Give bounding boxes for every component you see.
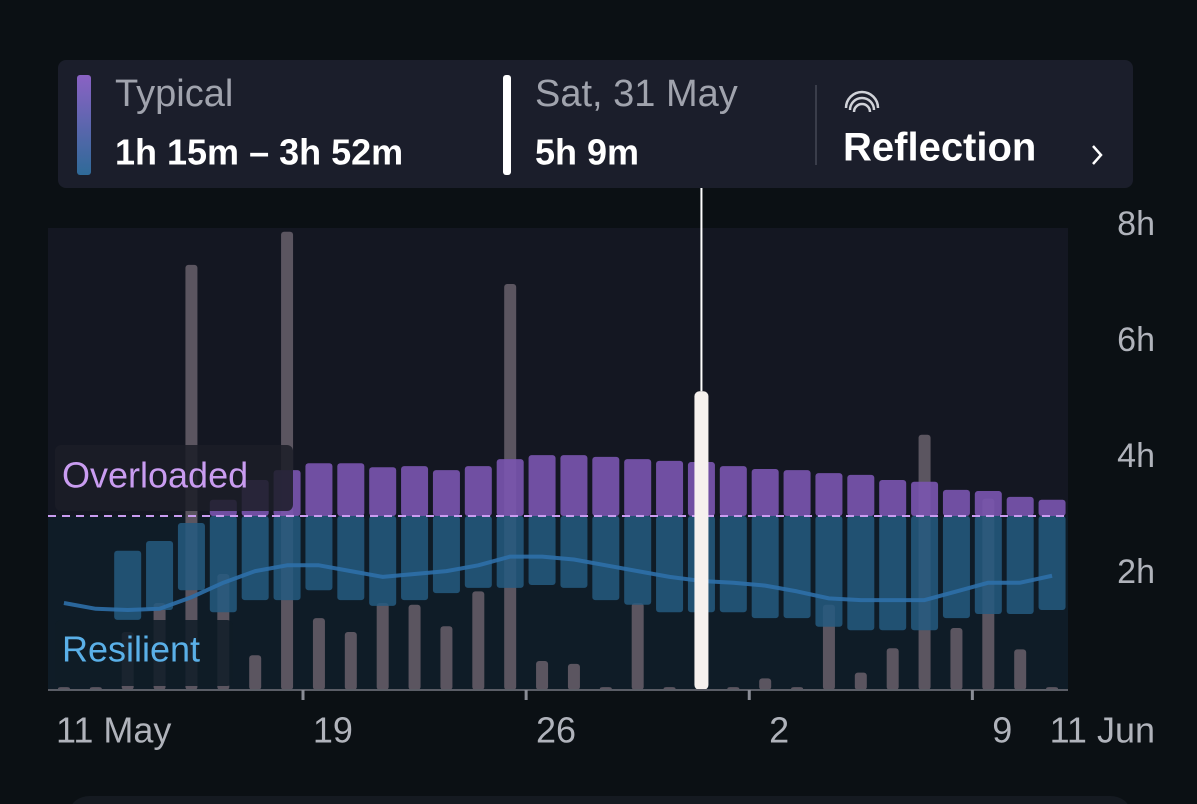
range-upper (1006, 496, 1034, 516)
range-lower (241, 516, 269, 601)
chevron[interactable] (1092, 145, 1103, 165)
daily-bar (472, 591, 485, 690)
range-lower (177, 522, 205, 591)
daily-bar (567, 663, 580, 690)
range-lower (560, 516, 588, 588)
selected-value: 5h 9m (535, 132, 639, 173)
zone-label: Resilient (62, 629, 200, 670)
daily-bar (408, 604, 421, 690)
range-lower (751, 516, 779, 619)
range-upper (783, 470, 811, 516)
zone-label-box (55, 620, 233, 686)
range-upper (751, 469, 779, 516)
y-tick-label: 4h (1117, 437, 1155, 475)
selected-swatch (503, 75, 511, 175)
x-tick-label: 11 Jun (1050, 710, 1155, 751)
range-lower (432, 516, 460, 594)
range-lower (879, 516, 907, 631)
range-lower (592, 516, 620, 601)
x-tick-label: 19 (313, 710, 353, 751)
daily-bar (536, 661, 549, 690)
reflection-icon (844, 90, 880, 113)
range-lower (496, 516, 524, 588)
range-upper (337, 463, 365, 516)
range-upper (719, 466, 747, 516)
zone-label: Overloaded (62, 455, 248, 496)
daily-bar (886, 648, 899, 690)
range-lower (369, 516, 397, 606)
y-tick-label: 6h (1117, 321, 1155, 359)
zone-label-box (55, 445, 293, 511)
selected-date: Sat, 31 May (535, 73, 738, 115)
range-lower (1006, 516, 1034, 615)
daily-bar (344, 632, 357, 690)
range-lower (815, 516, 843, 627)
range-upper (496, 459, 524, 516)
daily-bar (312, 618, 325, 690)
daily-bar (1014, 649, 1027, 690)
reflection-link[interactable]: Reflection (843, 126, 1036, 170)
range-upper (974, 491, 1002, 516)
range-upper (528, 455, 556, 516)
x-tick-label: 9 (992, 710, 1012, 751)
range-lower (209, 516, 237, 613)
range-lower (656, 516, 684, 613)
summary-range: 1h 15m – 3h 52m (115, 132, 403, 173)
x-tick-label: 2 (769, 710, 789, 751)
trend-line (63, 554, 1053, 612)
range-upper (305, 463, 333, 516)
range-lower (719, 516, 747, 613)
range-upper (624, 459, 652, 516)
range-lower (146, 540, 174, 610)
range-lower (464, 516, 492, 588)
range-lower (114, 550, 142, 620)
range-upper (560, 455, 588, 516)
x-tick-label: 11 May (56, 710, 171, 751)
daily-bar (759, 678, 772, 690)
range-upper (464, 466, 492, 516)
daily-bar (440, 626, 453, 690)
range-lower (273, 516, 301, 601)
y-tick-label: 8h (1117, 205, 1155, 243)
range-lower (305, 516, 333, 591)
range-upper (369, 467, 397, 516)
summary-label: Typical (115, 73, 233, 115)
range-lower (337, 516, 365, 601)
range-lower (911, 516, 939, 631)
range-lower (942, 516, 970, 619)
range-lower (624, 516, 652, 605)
daily-bar (631, 603, 644, 690)
range-upper (1038, 499, 1066, 516)
range-upper (656, 460, 684, 516)
daily-bar (249, 655, 262, 690)
range-lower (847, 516, 875, 631)
range-upper (847, 474, 875, 516)
range-lower (401, 516, 429, 601)
daily-bar (950, 627, 963, 690)
range-upper (592, 456, 620, 516)
x-tick-label: 26 (536, 710, 576, 751)
range-lower (783, 516, 811, 619)
range-upper (879, 480, 907, 516)
range-upper (942, 489, 970, 516)
range-upper (401, 466, 429, 516)
range-upper (911, 481, 939, 516)
range-swatch (77, 75, 91, 175)
card-edge (72, 796, 1128, 804)
daily-bar (376, 603, 389, 690)
y-tick-label: 2h (1117, 553, 1155, 591)
daily-bar (854, 672, 867, 690)
range-lower (528, 516, 556, 586)
range-lower (974, 516, 1002, 615)
range-upper (432, 470, 460, 516)
range-upper (815, 473, 843, 516)
selected-bar (694, 391, 709, 690)
range-lower (1038, 516, 1066, 610)
